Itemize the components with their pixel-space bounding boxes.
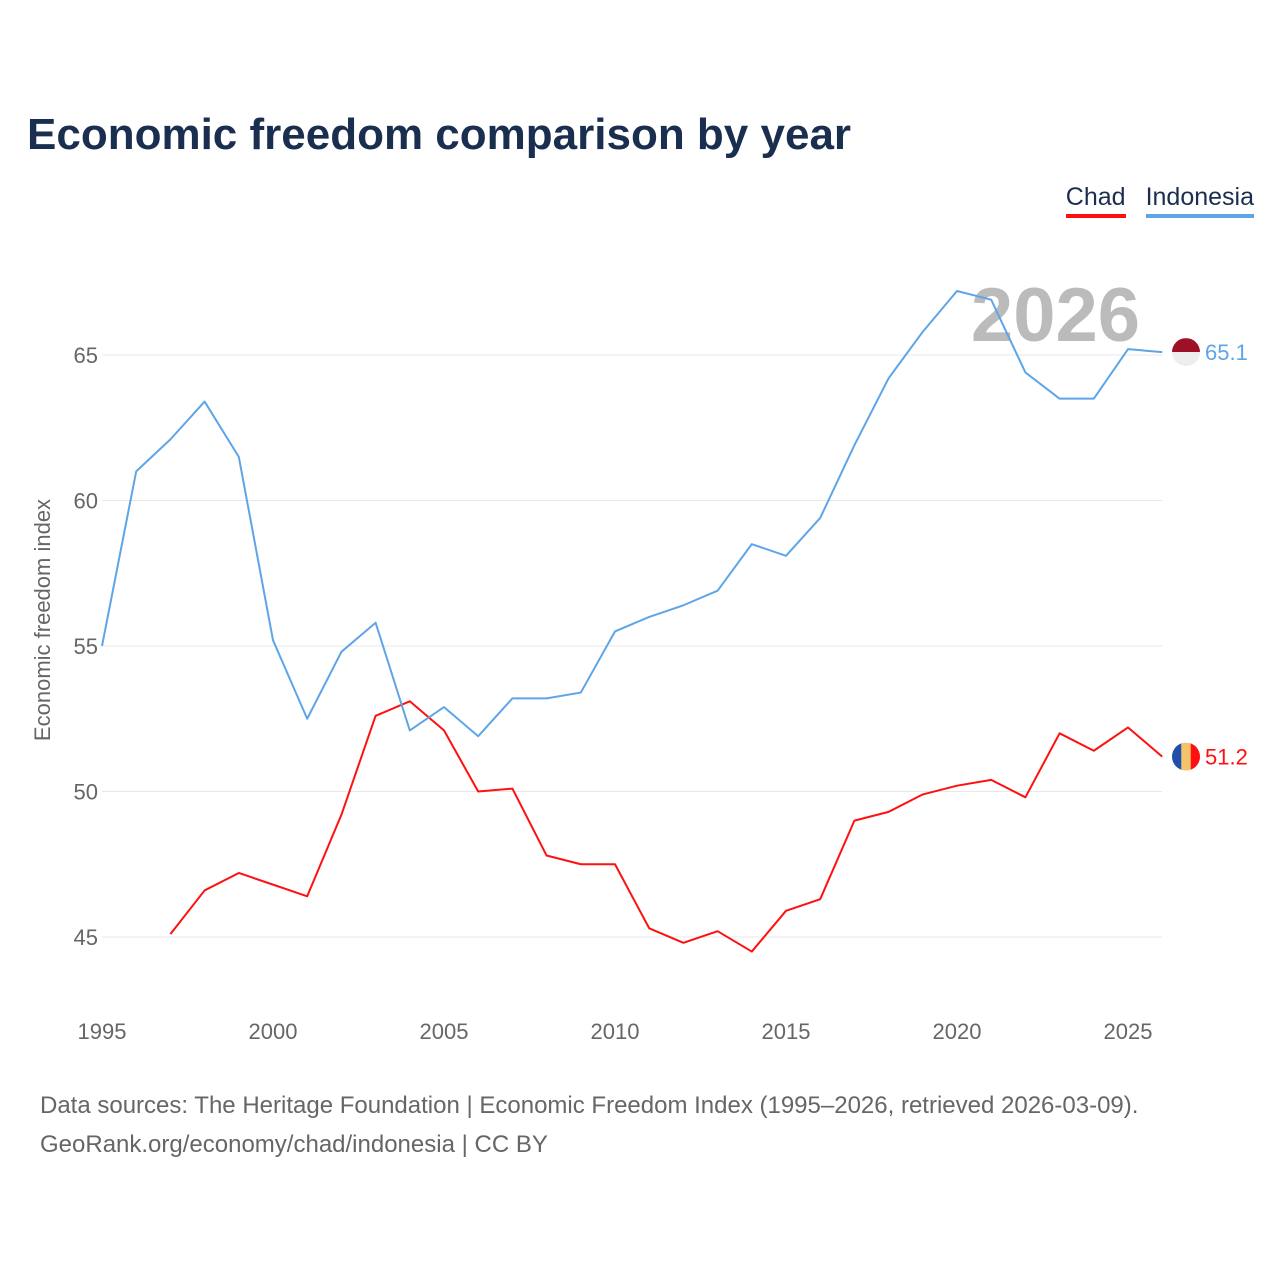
flag-white [1172,352,1200,367]
flag-stripe [1172,742,1182,771]
x-tick-label: 2005 [420,1019,469,1044]
flag-icon-chad [1172,742,1200,771]
y-tick-label: 65 [74,343,98,368]
x-tick-label: 2000 [249,1019,298,1044]
flag-red [1172,338,1200,353]
end-value-label: 51.2 [1205,745,1248,770]
y-tick-label: 60 [74,489,98,514]
y-tick-label: 55 [74,634,98,659]
x-tick-label: 2010 [591,1019,640,1044]
x-tick-label: 2025 [1104,1019,1153,1044]
legend: Chad Indonesia [1065,183,1254,218]
x-tick-label: 1995 [78,1019,127,1044]
end-value-label: 65.1 [1205,340,1248,365]
chart-title: Economic freedom comparison by year [27,110,852,159]
series-line-indonesia [101,289,1163,738]
y-axis-label: Economic freedom index [30,499,55,741]
flag-stripe [1181,742,1191,771]
flag-icon-indonesia [1172,338,1200,367]
x-tick-label: 2020 [933,1019,982,1044]
year-watermark: 2026 [971,273,1140,358]
legend-item-chad[interactable]: Chad [1065,183,1126,218]
flag-stripe [1190,742,1200,771]
x-tick-label: 2015 [762,1019,811,1044]
source-text: Data sources: The Heritage Foundation | … [40,1092,1139,1119]
series-line-chad [169,700,1163,953]
footer: Data sources: The Heritage Foundation | … [40,1086,1138,1164]
y-tick-label: 45 [74,925,98,950]
attribution-text: GeoRank.org/economy/chad/indonesia | CC … [40,1131,548,1158]
legend-item-indonesia[interactable]: Indonesia [1145,183,1254,218]
y-tick-label: 50 [74,780,98,805]
